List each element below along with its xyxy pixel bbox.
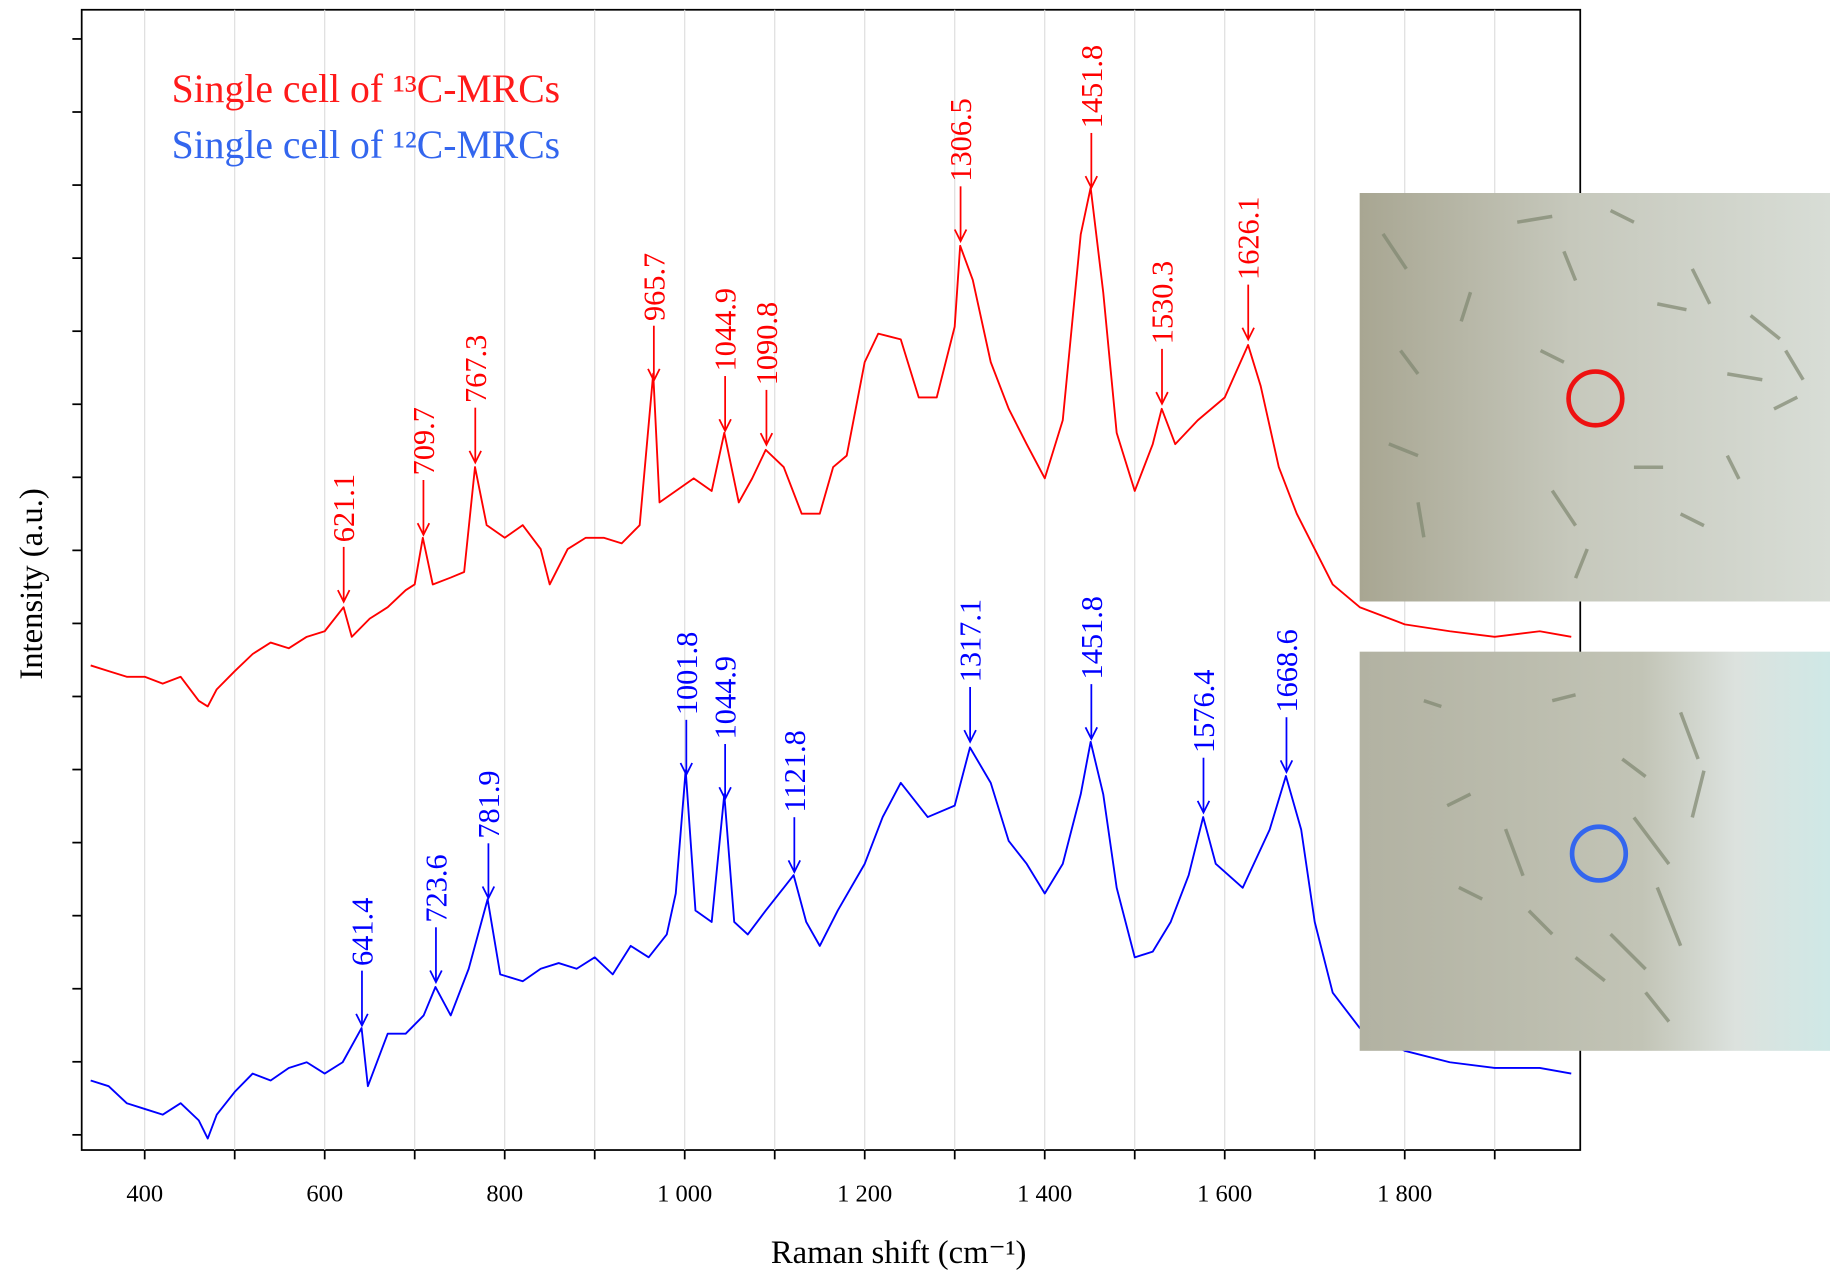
peak-label: 641.4 [345,898,379,966]
x-tick-label: 600 [306,1180,343,1207]
peak-arrowhead [953,229,968,244]
x-tick-label: 800 [486,1180,523,1207]
peak-arrowhead [1155,391,1169,406]
peak-arrowhead [1084,726,1098,741]
peak-label: 1451.8 [1075,45,1109,128]
peak-arrowhead [1241,327,1255,342]
peak-label: 1044.9 [709,288,743,371]
peak-label: 1576.4 [1187,670,1221,753]
x-axis-title: Raman shift (cm⁻¹) [771,1235,1027,1271]
micrograph-insets [1359,193,1830,1051]
legend-entry: Single cell of ¹²C-MRCs [172,123,561,167]
selected-cell-13c [1566,369,1625,428]
peak-label: 709.7 [407,407,441,475]
peak-arrowhead [337,589,351,604]
plot-frame [80,8,1582,1151]
peak-label: 781.9 [472,770,506,838]
peak-label: 1668.6 [1270,629,1304,712]
peak-arrowhead [787,859,801,875]
peak-label: 1317.1 [954,599,988,682]
x-tick-label: 1 600 [1197,1180,1252,1207]
cells [1381,208,1805,579]
cells [1423,693,1706,1023]
peak-label: 1626.1 [1232,197,1266,280]
peak-label: 1451.8 [1075,596,1109,679]
peak-arrowhead [963,729,977,744]
peak-label: 1530.3 [1146,261,1180,344]
peak-label: 767.3 [459,335,493,403]
spectrum-line [90,186,1572,708]
peak-arrowhead [468,450,482,465]
peak-arrowhead [1196,800,1211,815]
peak-arrowhead [718,418,732,433]
selected-cell-12c [1569,824,1629,883]
peak-arrowhead [759,432,774,447]
micrograph-12c [1359,651,1830,1051]
legend-entry: Single cell of ¹³C-MRCs [172,67,561,111]
peak-label: 1001.8 [670,632,704,715]
peak-label: 1090.8 [750,302,784,385]
peak-label: 1306.5 [944,98,978,181]
peak-label: 1121.8 [778,730,812,812]
peak-arrowhead [718,786,732,801]
peak-label: 723.6 [419,854,453,922]
x-tick-label: 1 000 [657,1180,712,1207]
x-tick-label: 1 200 [837,1180,892,1207]
peak-arrowhead [355,1013,369,1028]
peak-arrowhead [429,970,443,985]
peak-arrowhead [679,762,693,777]
peak-arrowhead [1279,760,1294,775]
x-tick-label: 1 400 [1017,1180,1072,1207]
x-tick-label: 400 [126,1180,163,1207]
x-tick-label: 1 800 [1377,1180,1432,1207]
peak-arrowhead [416,522,431,537]
peak-arrowhead [481,886,496,901]
peak-arrowhead [647,368,661,383]
peak-arrowhead [1084,175,1098,190]
peak-label: 965.7 [637,253,671,321]
micrograph-13c [1359,193,1830,602]
peak-label: 621.1 [327,474,361,542]
y-axis-title: Intensity (a.u.) [14,488,50,679]
spectrum-line [90,740,1572,1140]
peak-label: 1044.9 [709,656,743,739]
